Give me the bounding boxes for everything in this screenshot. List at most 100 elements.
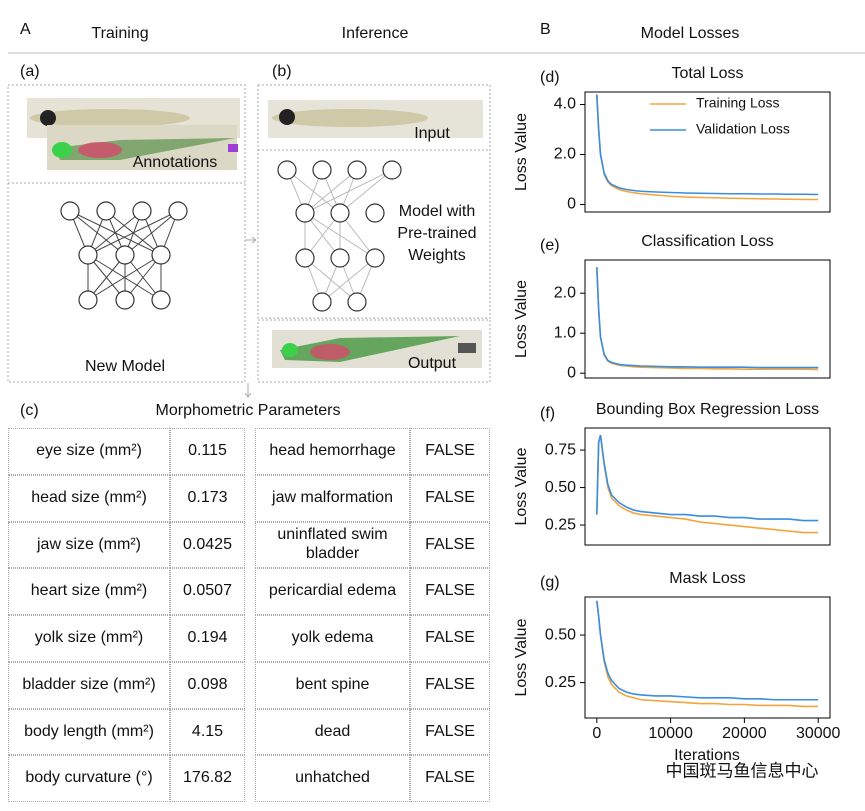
node [277, 160, 297, 180]
edge [321, 257, 376, 303]
input-label: Input [414, 125, 450, 142]
node [312, 160, 332, 180]
table-cell: FALSE [410, 474, 490, 522]
training-box [7, 84, 246, 383]
inference-box [257, 84, 491, 319]
chart-panel: (e) [540, 237, 560, 254]
weights-label: Pre-trained [397, 225, 476, 242]
node [382, 160, 402, 180]
table-cell: uninflated swim bladder [255, 521, 410, 569]
output-label: Output [408, 355, 457, 372]
table-cell: eye size (mm²) [8, 428, 170, 475]
node [312, 292, 332, 312]
plot-frame [584, 596, 831, 719]
edge [124, 254, 162, 301]
edge [124, 210, 179, 256]
loss-line [596, 600, 819, 701]
table-cell: dead [255, 708, 410, 756]
chart-title: Classification Loss [641, 233, 774, 250]
node [330, 203, 350, 223]
legend-label: Validation Loss [696, 121, 790, 137]
arrow [244, 383, 252, 398]
table-cell: 0.098 [170, 661, 245, 709]
y-axis-label: Loss Value [513, 113, 530, 191]
loss-line [596, 600, 819, 708]
node [151, 245, 171, 265]
table-cell: head hemorrhage [255, 428, 410, 475]
node [347, 160, 367, 180]
edge [87, 210, 179, 256]
node [78, 290, 98, 310]
chart-panel: (f) [540, 405, 555, 422]
y-tick-label: 1.0 [554, 324, 576, 341]
loss-line [596, 94, 819, 196]
inference-header: Inference [342, 25, 409, 42]
x-tick-label: 30000 [796, 725, 841, 742]
annotated-fish [27, 98, 240, 170]
table-cell: bladder size (mm²) [8, 661, 170, 709]
chart-title: Mask Loss [669, 570, 745, 587]
y-tick-label: 0.50 [545, 479, 576, 496]
node [365, 203, 385, 223]
table-cell: FALSE [410, 661, 490, 709]
chart-panel: (g) [540, 574, 560, 591]
input-fish [268, 100, 483, 138]
table-cell: FALSE [410, 428, 490, 475]
panel-b: B [540, 21, 551, 38]
table-cell: body length (mm²) [8, 708, 170, 756]
edge [87, 254, 162, 301]
node [151, 290, 171, 310]
table-cell: bent spine [255, 661, 410, 709]
edge [304, 169, 393, 214]
table-cell: 0.115 [170, 428, 245, 475]
output-box [257, 319, 491, 383]
loss-line [596, 434, 819, 522]
node [78, 245, 98, 265]
plot-frame [584, 259, 831, 379]
y-tick-label: 2.0 [554, 284, 576, 301]
y-tick-label: 4.0 [554, 96, 576, 113]
y-axis-label: Loss Value [513, 280, 530, 358]
edge [304, 169, 358, 214]
y-axis-label: Loss Value [513, 618, 530, 696]
y-tick-label: 2.0 [554, 146, 576, 163]
panel-a: A [20, 21, 31, 38]
table-cell: FALSE [410, 708, 490, 756]
chart-panel: (d) [540, 69, 560, 86]
edge [87, 210, 143, 256]
parameter-table: head hemorrhage FALSE jaw malformation FALS… [255, 428, 490, 802]
node [115, 290, 135, 310]
y-tick-label: 0.75 [545, 441, 576, 458]
table-title: Morphometric Parameters [156, 402, 341, 419]
label-a: (a) [20, 63, 40, 80]
weights-label: Model with [399, 203, 475, 220]
node [115, 245, 135, 265]
table-cell: yolk size (mm²) [8, 615, 170, 662]
annotations-label: Annotations [133, 154, 218, 171]
table-cell: FALSE [410, 615, 490, 662]
table-cell: unhatched [255, 755, 410, 802]
node [60, 201, 80, 221]
table-cell: 0.0507 [170, 568, 245, 615]
loss-line [596, 434, 819, 534]
losses-header: Model Losses [641, 25, 740, 42]
table-cell: FALSE [410, 521, 490, 569]
loss-line [596, 267, 819, 371]
chart-title: Bounding Box Regression Loss [596, 401, 819, 418]
edge [87, 254, 126, 301]
node [365, 248, 385, 268]
label-b: (b) [272, 63, 292, 80]
table-cell: 0.194 [170, 615, 245, 662]
y-tick-label: 0.25 [545, 674, 576, 691]
parameter-table: eye size (mm²) 0.115 head size (mm²) 0.173 j… [8, 428, 245, 802]
y-tick-label: 0.50 [545, 626, 576, 643]
x-tick-label: 20000 [722, 725, 767, 742]
y-axis-label: Loss Value [513, 447, 530, 525]
plot-frame [584, 91, 831, 213]
x-tick-label: 0 [592, 725, 601, 742]
node [330, 248, 350, 268]
table-cell: 0.173 [170, 474, 245, 522]
table-cell: 4.15 [170, 708, 245, 756]
edge [339, 169, 393, 214]
